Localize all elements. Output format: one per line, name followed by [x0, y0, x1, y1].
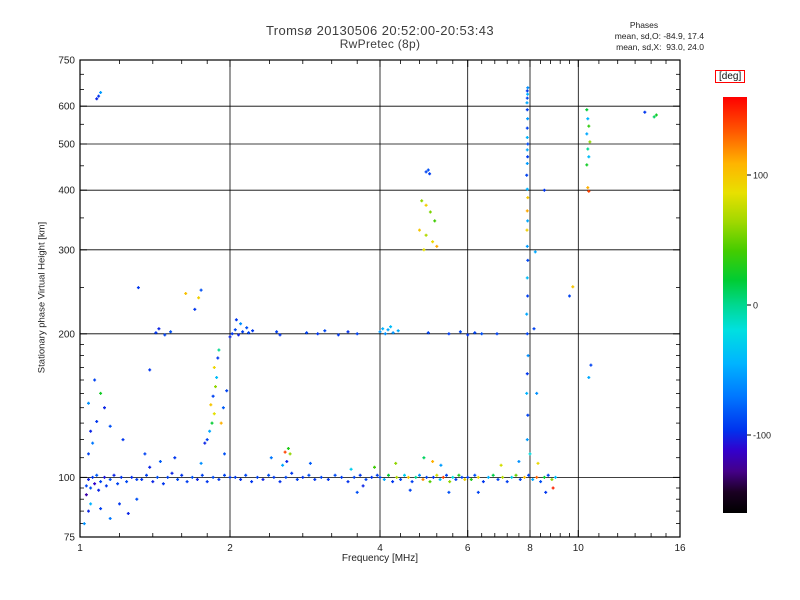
svg-text:750: 750 [58, 56, 75, 67]
colorbar-unit-label: [deg] [715, 70, 746, 83]
x-axis-label: Frequency [MHz] [341, 553, 419, 564]
svg-text:4: 4 [377, 543, 383, 554]
svg-text:200: 200 [58, 329, 75, 340]
svg-text:1: 1 [77, 543, 83, 554]
y-axis-label: Stationary phase Virtual Height [km] [36, 221, 48, 374]
svg-text:2: 2 [227, 543, 233, 554]
svg-text:16: 16 [674, 543, 686, 554]
svg-text:100: 100 [753, 171, 768, 181]
phase-stats-x-mode: mean, sd,X: 93.0, 24.0 [616, 42, 704, 53]
svg-text:10: 10 [573, 543, 585, 554]
svg-text:0: 0 [753, 301, 758, 311]
phase-stats-title: Phases [629, 20, 659, 30]
phase-stats-o-mode: mean, sd,O: -84.9, 17.4 [614, 31, 704, 42]
svg-text:100: 100 [58, 473, 75, 484]
chart-subtitle: RwPretec (8p) [339, 37, 421, 51]
svg-text:600: 600 [58, 102, 75, 113]
svg-text:400: 400 [58, 186, 75, 197]
svg-text:8: 8 [527, 543, 533, 554]
svg-text:75: 75 [64, 533, 76, 544]
phase-stats-block: Phases mean, sd,O: -84.9, 17.4 mean, sd,… [584, 20, 704, 53]
colorbar: 100 0 -100 [723, 97, 771, 513]
svg-text:500: 500 [58, 140, 75, 151]
chart-title: Tromsø 20130506 20:52:00-20:53:43 [265, 23, 495, 38]
svg-text:-100: -100 [753, 431, 771, 441]
svg-text:6: 6 [465, 543, 471, 554]
svg-text:300: 300 [58, 245, 75, 256]
